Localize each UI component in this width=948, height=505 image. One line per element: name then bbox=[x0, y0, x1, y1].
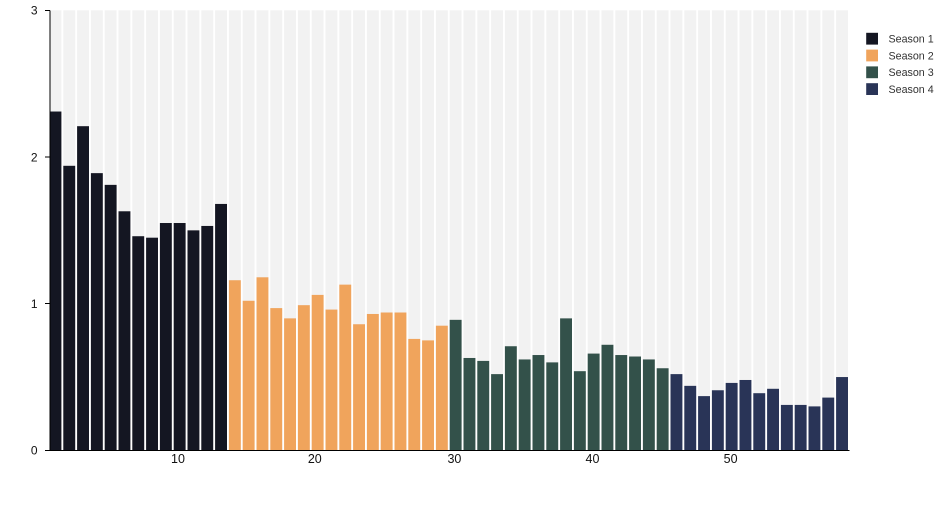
svg-text:2: 2 bbox=[31, 150, 38, 164]
svg-text:Season 4: Season 4 bbox=[889, 84, 934, 96]
svg-text:50: 50 bbox=[724, 452, 738, 466]
svg-text:1: 1 bbox=[31, 297, 38, 311]
svg-text:10: 10 bbox=[171, 452, 185, 466]
svg-text:30: 30 bbox=[447, 452, 461, 466]
svg-text:3: 3 bbox=[31, 4, 38, 18]
svg-text:20: 20 bbox=[308, 452, 322, 466]
svg-text:Season 3: Season 3 bbox=[889, 67, 934, 79]
svg-text:0: 0 bbox=[31, 444, 38, 458]
svg-text:40: 40 bbox=[586, 452, 600, 466]
svg-text:Season 2: Season 2 bbox=[889, 50, 934, 62]
svg-text:Season 1: Season 1 bbox=[889, 34, 934, 46]
